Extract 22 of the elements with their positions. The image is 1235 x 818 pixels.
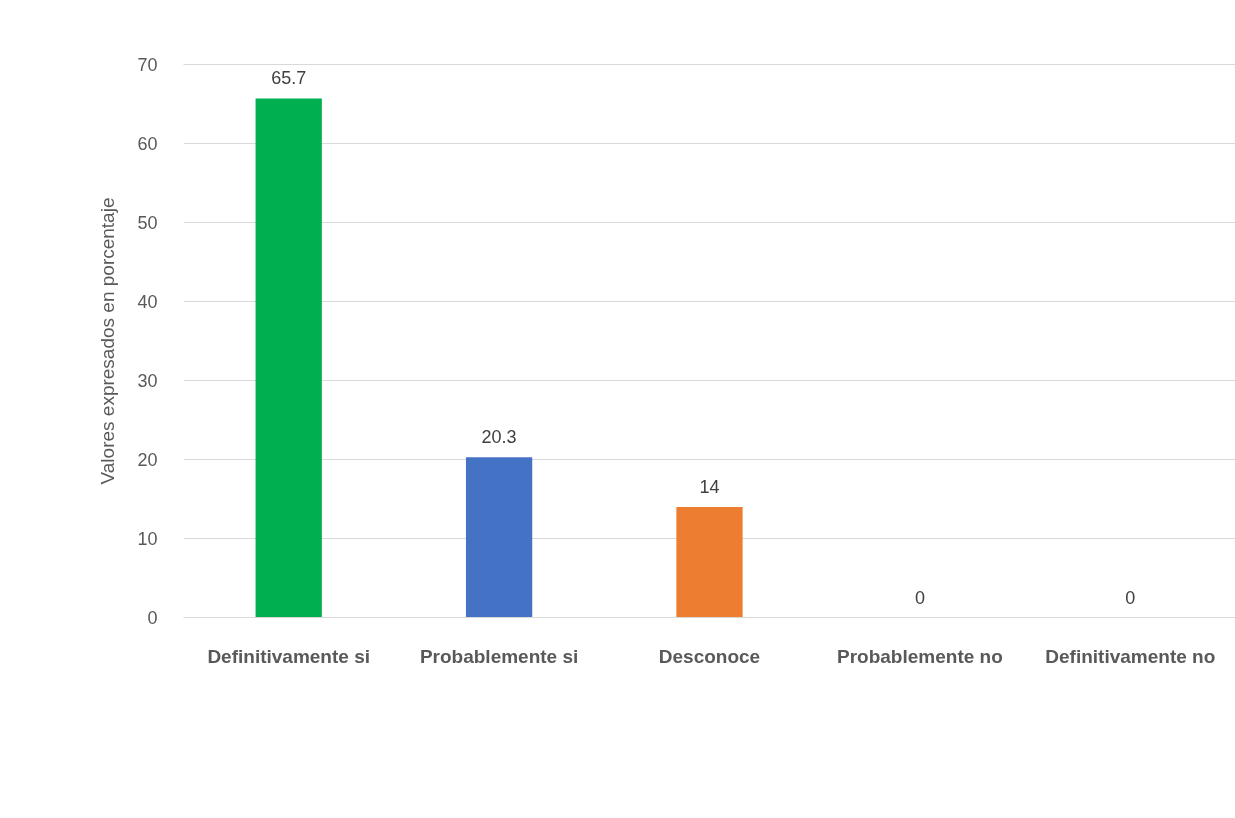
data-label: 0 bbox=[914, 587, 925, 608]
y-axis-title: Valores expresados en porcentaje bbox=[97, 197, 119, 485]
y-tick-label: 70 bbox=[137, 55, 158, 75]
x-tick-label: Definitivamente si bbox=[207, 645, 371, 667]
bar bbox=[676, 506, 743, 618]
bar bbox=[255, 98, 322, 618]
data-label: 0 bbox=[1125, 587, 1136, 608]
y-tick-label: 0 bbox=[147, 608, 158, 628]
x-tick-label: Probablemente si bbox=[419, 645, 579, 667]
y-tick-label: 20 bbox=[137, 450, 158, 470]
data-label: 20.3 bbox=[481, 427, 517, 448]
x-tick-label: Desconoce bbox=[658, 645, 761, 667]
x-tick-label: Definitivamente no bbox=[1045, 645, 1216, 667]
y-tick-label: 10 bbox=[137, 529, 158, 549]
x-tick-label: Probablemente no bbox=[837, 645, 1003, 667]
y-tick-label: 60 bbox=[137, 134, 158, 154]
y-tick-label: 30 bbox=[137, 371, 158, 391]
data-label: 65.7 bbox=[271, 68, 307, 89]
y-tick-label: 50 bbox=[137, 213, 158, 233]
bar bbox=[465, 457, 533, 618]
y-tick-label: 40 bbox=[137, 292, 158, 312]
data-label: 14 bbox=[699, 476, 720, 497]
